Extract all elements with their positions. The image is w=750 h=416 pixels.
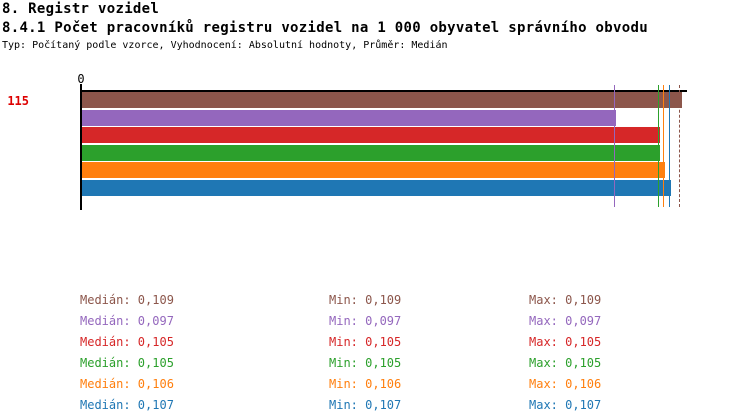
- x-axis-top-line: [81, 90, 687, 92]
- stat-median: Medián: 0,105: [80, 356, 174, 370]
- chart-subtitle: Typ: Počítaný podle vzorce, Vyhodnocení:…: [2, 40, 448, 51]
- stat-min: Min: 0,109: [329, 293, 402, 307]
- marker-line-dashed: [679, 85, 680, 207]
- stat-max: Max: 0,107: [529, 398, 602, 412]
- stat-max: Max: 0,105: [529, 335, 602, 349]
- stat-max: Max: 0,106: [529, 377, 602, 391]
- bar: [82, 127, 660, 143]
- bar: [82, 92, 682, 108]
- stat-max: Max: 0,109: [529, 293, 602, 307]
- stat-median: Medián: 0,106: [80, 377, 174, 391]
- bar: [82, 162, 665, 178]
- bar: [82, 110, 616, 126]
- marker-line: [663, 85, 664, 207]
- stat-median: Medián: 0,105: [80, 335, 174, 349]
- marker-line: [669, 85, 670, 207]
- stat-median: Medián: 0,107: [80, 398, 174, 412]
- marker-line: [614, 85, 615, 207]
- unit-count-label: 115: [7, 94, 29, 108]
- y-axis-line: [80, 84, 82, 210]
- stat-min: Min: 0,107: [329, 398, 402, 412]
- stat-median: Medián: 0,097: [80, 314, 174, 328]
- stat-max: Max: 0,105: [529, 356, 602, 370]
- x-axis-zero-tick-label: 0: [77, 72, 85, 86]
- stat-min: Min: 0,105: [329, 335, 402, 349]
- stat-min: Min: 0,097: [329, 314, 402, 328]
- marker-line: [658, 85, 659, 207]
- chart-title: 8.4.1 Počet pracovníků registru vozidel …: [2, 20, 648, 36]
- bar: [82, 145, 660, 161]
- report-section-title: 8. Registr vozidel: [2, 1, 160, 17]
- stat-max: Max: 0,097: [529, 314, 602, 328]
- bar: [82, 180, 671, 196]
- stat-min: Min: 0,105: [329, 356, 402, 370]
- stat-min: Min: 0,106: [329, 377, 402, 391]
- stat-median: Medián: 0,109: [80, 293, 174, 307]
